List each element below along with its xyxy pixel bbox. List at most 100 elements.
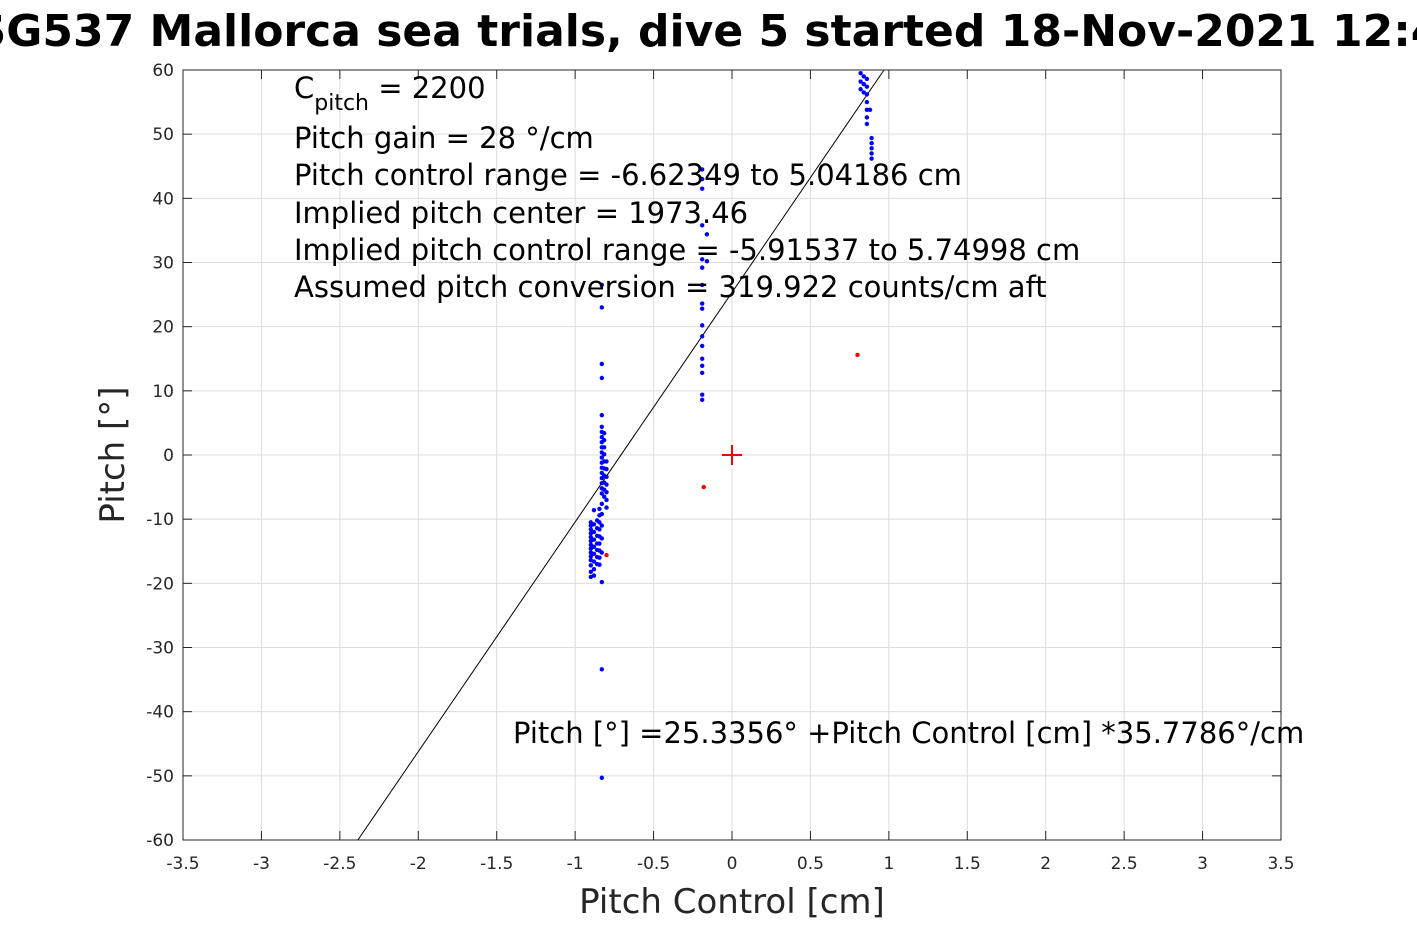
data-point xyxy=(588,534,594,540)
data-point xyxy=(591,559,597,564)
data-point xyxy=(699,223,705,228)
annotation-fit-equation: Pitch [°] =25.3356° +Pitch Control [cm] … xyxy=(513,716,1304,750)
data-point xyxy=(855,352,860,358)
data-point xyxy=(591,529,597,535)
data-point xyxy=(864,107,870,112)
annotation-implied-center: Implied pitch center = 1973.46 xyxy=(294,196,748,230)
x-tick-label: -3.5 xyxy=(166,854,199,874)
data-point xyxy=(604,466,609,472)
data-point xyxy=(591,551,597,557)
x-tick-label: 0 xyxy=(727,854,738,874)
x-tick-label: 1.5 xyxy=(954,854,981,874)
x-tick-label: 2.5 xyxy=(1111,854,1138,874)
x-tick-label: -0.5 xyxy=(637,854,670,874)
data-point xyxy=(864,92,870,97)
data-point xyxy=(864,84,870,89)
data-point xyxy=(699,301,705,306)
data-point xyxy=(604,474,609,480)
x-tick-label: -1 xyxy=(567,854,584,874)
data-point xyxy=(597,506,602,512)
data-point xyxy=(591,567,597,572)
data-point xyxy=(869,146,874,151)
data-point xyxy=(699,363,705,369)
data-point xyxy=(704,232,710,237)
data-point xyxy=(701,484,706,490)
data-point xyxy=(599,413,605,418)
y-tick-label: 60 xyxy=(152,61,174,81)
fit-line xyxy=(357,69,885,841)
y-tick-label: -40 xyxy=(146,703,174,723)
data-point xyxy=(699,265,705,270)
x-tick-label: -3 xyxy=(253,854,270,874)
x-tick-label: 2 xyxy=(1040,854,1051,874)
data-point xyxy=(699,392,705,397)
data-point xyxy=(604,552,609,558)
data-point xyxy=(597,541,602,546)
data-point xyxy=(601,438,607,443)
data-point xyxy=(699,257,705,262)
data-point xyxy=(599,511,605,517)
data-point xyxy=(858,87,863,92)
data-point xyxy=(699,397,705,403)
data-point xyxy=(699,356,705,361)
data-point xyxy=(864,115,870,120)
data-point xyxy=(699,334,705,339)
data-point xyxy=(864,76,870,82)
data-point xyxy=(599,536,605,541)
y-tick-label: -30 xyxy=(146,639,174,659)
data-point xyxy=(601,445,607,450)
data-point xyxy=(858,71,863,76)
x-tick-label: 3 xyxy=(1197,854,1208,874)
data-point xyxy=(599,667,605,672)
data-point xyxy=(604,497,609,503)
annotation-conversion: Assumed pitch conversion = 319.922 count… xyxy=(294,270,1047,304)
data-point xyxy=(591,522,597,527)
data-point xyxy=(599,455,605,460)
data-point xyxy=(591,507,597,513)
data-point xyxy=(591,537,597,542)
data-point xyxy=(588,569,594,574)
data-point xyxy=(699,343,705,349)
data-point xyxy=(599,501,605,506)
data-point xyxy=(601,452,607,457)
x-tick-label: -2.5 xyxy=(323,854,356,874)
chart-title: SG537 Mallorca sea trials, dive 5 starte… xyxy=(0,6,1417,57)
data-point xyxy=(599,491,605,496)
data-point xyxy=(864,121,870,127)
y-tick-label: 20 xyxy=(152,318,174,338)
data-point xyxy=(588,563,594,568)
annotation-c-pitch-main: C xyxy=(294,71,314,105)
y-tick-label: 40 xyxy=(152,189,174,209)
data-point xyxy=(869,151,874,156)
annotation-implied-range: Implied pitch control range = -5.91537 t… xyxy=(294,233,1080,267)
x-tick-label: -2 xyxy=(410,854,427,874)
data-point xyxy=(591,544,597,549)
y-tick-label: -20 xyxy=(146,574,174,594)
y-tick-label: -50 xyxy=(146,767,174,787)
data-point xyxy=(699,370,705,376)
data-point xyxy=(597,555,602,560)
x-tick-label: 3.5 xyxy=(1267,854,1294,874)
data-points xyxy=(588,71,874,780)
y-axis-label: Pitch [°] xyxy=(93,386,133,523)
x-tick-label: 0.5 xyxy=(797,854,824,874)
x-ticks: -3.5 -3 -2.5 -2 -1.5 -1 -0.5 0 0.5 1 1.5 2 2.5 3 3.5 xyxy=(166,70,1295,874)
data-point xyxy=(599,361,605,367)
y-tick-label: -60 xyxy=(146,831,174,851)
data-point xyxy=(699,306,705,311)
x-tick-label: 1 xyxy=(883,854,894,874)
y-tick-label: -10 xyxy=(146,510,174,530)
data-point xyxy=(599,424,605,429)
data-point xyxy=(599,550,605,555)
y-tick-label: 50 xyxy=(152,125,174,145)
data-point xyxy=(599,282,605,288)
data-point xyxy=(699,176,705,182)
data-point xyxy=(861,81,866,87)
data-point xyxy=(599,523,605,528)
data-point xyxy=(861,74,866,79)
y-tick-label: 0 xyxy=(163,446,174,466)
data-point xyxy=(604,459,609,464)
data-point xyxy=(604,505,609,510)
data-point xyxy=(704,259,710,264)
